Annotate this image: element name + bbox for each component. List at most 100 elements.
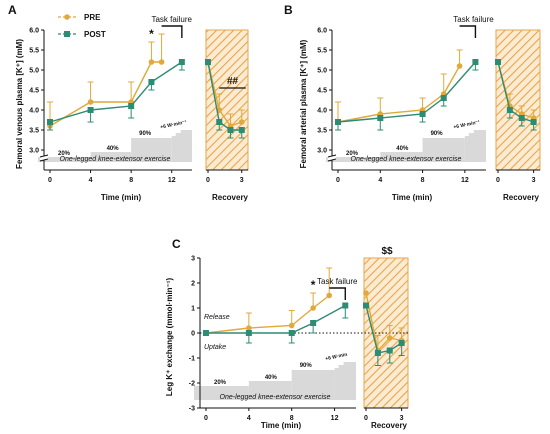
series-post [335, 59, 537, 131]
y-tick-label: 6.0 [29, 28, 39, 35]
x-tick-label: 3 [400, 415, 404, 422]
uptake-label: Uptake [204, 344, 226, 351]
panel-b: B 20% 40% 90% +6 W·min⁻¹ One-legged knee-exte… [284, 3, 541, 202]
significance-marker: * [149, 27, 154, 41]
y-tick-label: -1 [189, 356, 195, 363]
task-failure-bracket [459, 25, 477, 38]
x-tick-label: 8 [129, 177, 133, 184]
protocol-step [291, 370, 335, 400]
data-point-post [205, 59, 211, 65]
data-point-post [148, 79, 155, 85]
recovery-label: Recovery [503, 193, 540, 202]
data-point-post [518, 115, 525, 121]
data-point-post [47, 119, 53, 125]
series-line-recovery [207, 61, 242, 127]
x-tick-label: 4 [247, 415, 251, 422]
y-tick-label: 3.5 [29, 128, 39, 135]
significance-marker: ## [227, 76, 239, 87]
y-tick-label: 1 [191, 306, 195, 313]
protocol-step [90, 152, 132, 162]
recovery-label: Recovery [371, 421, 408, 430]
stage-label: +6 W·min [325, 352, 348, 363]
series-pre [47, 33, 245, 129]
y-axis-label: Femoral venous plasma [K⁺] (mM) [15, 39, 24, 169]
stage-label: 20% [346, 151, 359, 157]
protocol-ramp [171, 130, 192, 162]
protocol-ramp [334, 362, 356, 400]
x-tick-label: 8 [290, 415, 294, 422]
panel-label: B [284, 3, 293, 17]
series-line-recovery [497, 61, 534, 123]
data-point-pre [363, 290, 369, 296]
stage-label: 90% [139, 131, 152, 137]
y-tick-label: 3.0 [317, 148, 327, 155]
significance-marker: * [311, 278, 316, 292]
legend-marker-post [64, 31, 70, 37]
protocol-caption: One-legged knee-extensor exercise [220, 394, 331, 401]
panel-a: A 20% 40% 90% +6 W·min⁻¹ One-legged knee-exte… [8, 3, 249, 202]
stage-label: 40% [265, 375, 278, 381]
data-point-pre [87, 99, 94, 105]
stage-label: 90% [431, 131, 444, 137]
y-tick-label: 5.0 [29, 68, 39, 75]
series-line-recovery [365, 305, 402, 354]
x-tick-label: 0 [204, 415, 208, 422]
y-tick-label: 4.5 [29, 88, 39, 95]
data-point-pre [456, 63, 463, 69]
y-tick-label: 5.5 [29, 48, 39, 55]
data-point-pre [310, 305, 316, 311]
protocol-step [131, 138, 172, 162]
legend-marker-pre [64, 14, 70, 20]
task-failure-bracket [329, 287, 346, 300]
x-tick-label: 0 [364, 415, 368, 422]
data-point-post [530, 119, 537, 125]
release-label: Release [204, 314, 230, 321]
data-point-pre [386, 335, 393, 341]
y-axis-label: Leg K⁺ exchange (mmol·min⁻¹) [165, 278, 174, 397]
legend-label-post: POST [84, 30, 106, 39]
stage-label: +6 W·min⁻¹ [160, 119, 188, 130]
y-tick-label: 3.0 [29, 148, 39, 155]
y-tick-label: 4.5 [317, 88, 327, 95]
series-pre [203, 267, 405, 354]
x-tick-label: 12 [168, 177, 176, 184]
recovery-hatch-box [495, 29, 541, 171]
y-tick-label: 4.0 [317, 108, 327, 115]
axis-break-mark [327, 154, 337, 158]
data-point-post [386, 347, 393, 354]
series-post [47, 59, 245, 139]
y-tick-label: 3.5 [317, 128, 327, 135]
y-tick-label: 3 [191, 256, 195, 263]
stage-label: 90% [300, 363, 313, 369]
protocol-caption: One-legged knee-extensor exercise [351, 156, 462, 163]
y-tick-label: -2 [189, 381, 195, 388]
y-tick-label: -3 [189, 406, 195, 413]
x-tick-label: 4 [89, 177, 93, 184]
x-tick-label: 4 [378, 177, 382, 184]
protocol-step [38, 157, 91, 162]
data-point-post [238, 127, 245, 133]
data-point-pre [148, 59, 155, 65]
data-point-post [472, 59, 479, 65]
y-tick-label: 6.0 [317, 28, 327, 35]
data-point-post [128, 103, 135, 109]
y-tick-label: 2 [191, 281, 195, 288]
x-tick-label: 3 [532, 177, 536, 184]
axis-break-mark [39, 154, 49, 158]
data-point-post [419, 111, 426, 117]
data-point-post [216, 119, 223, 125]
data-point-post [377, 115, 384, 121]
stage-label: 20% [214, 380, 227, 386]
axis-break [328, 156, 336, 160]
data-point-post [495, 59, 501, 65]
y-axis-label: Femoral arterial plasma [K⁺] (mM) [299, 39, 308, 168]
stage-label: +6 W·min⁻¹ [453, 119, 481, 130]
data-point-post [363, 302, 369, 309]
y-tick-label: 4.0 [29, 108, 39, 115]
data-point-post [178, 59, 185, 65]
x-tick-label: 3 [240, 177, 244, 184]
legend: PRE POST [58, 13, 106, 39]
stage-label: 40% [107, 146, 120, 152]
data-point-pre [326, 292, 333, 299]
data-point-pre [246, 325, 252, 331]
